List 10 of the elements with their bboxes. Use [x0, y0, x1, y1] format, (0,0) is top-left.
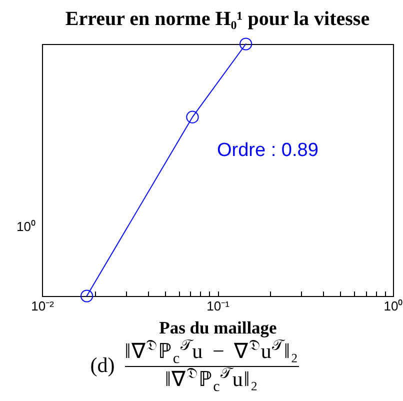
x-tick-label: 10⁻² — [31, 298, 55, 314]
x-tick-label: 10⁻¹ — [206, 298, 230, 314]
chart-title: Erreur en norme H₀¹ pour la vitesse — [65, 8, 370, 30]
text: 10⁰ — [16, 219, 36, 234]
x-axis-title: Pas du maillage — [159, 318, 278, 338]
x-tick-label: 10⁰ — [384, 298, 403, 314]
annotation: Ordre : 0.89 — [217, 140, 318, 161]
text: (d) — [90, 353, 115, 378]
text: ‖∇$^{𝔇}$ℙ$_{c}$$^{𝒯}$u‖₂ — [164, 366, 259, 396]
text: ‖∇$^{𝔇}$ℙ$_{c}$$^{𝒯}$u − ∇$^{𝔇}$u$^{𝒯}$‖₂ — [124, 338, 299, 368]
